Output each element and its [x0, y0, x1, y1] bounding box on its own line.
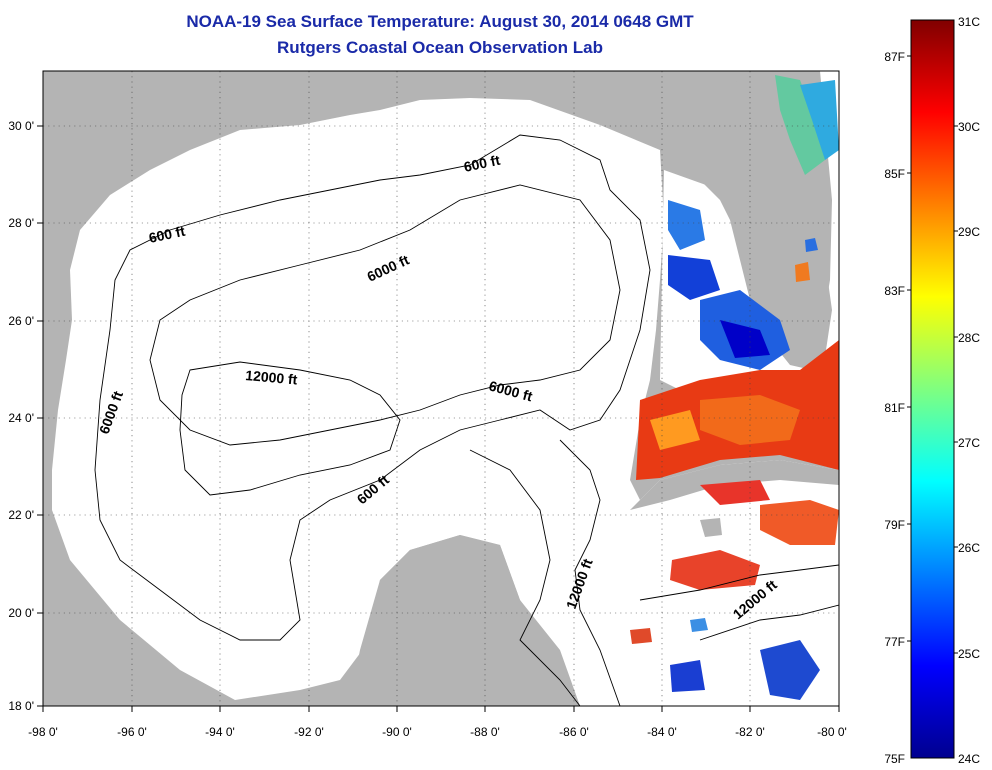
- map-body: 600 ft 600 ft 6000 ft 6000 ft 6000 ft 12…: [43, 71, 839, 706]
- contour-6000ft: [149, 184, 621, 446]
- contour-label: 12000 ft: [245, 367, 299, 388]
- contour-caribbean-deep: [699, 604, 839, 641]
- colorbar-celsius-label: 26C: [958, 541, 980, 555]
- lat-tick-label: 24 0': [8, 411, 34, 425]
- colorbar-fahrenheit-label: 77F: [884, 635, 905, 649]
- lon-tick-label: -90 0': [382, 725, 412, 739]
- colorbar-fahrenheit-label: 85F: [884, 167, 905, 181]
- yucatan-land: [350, 535, 560, 706]
- colorbar-ticks: [907, 55, 958, 654]
- colorbar-celsius-label: 31C: [958, 15, 980, 29]
- map-title: NOAA-19 Sea Surface Temperature: August …: [186, 12, 694, 31]
- colorbar-fahrenheit-label: 83F: [884, 284, 905, 298]
- colorbar-fahrenheit-label: 79F: [884, 518, 905, 532]
- sst-patches: [630, 75, 839, 700]
- colorbar-celsius-label: 30C: [958, 120, 980, 134]
- contour-label: 600 ft: [462, 152, 501, 175]
- lat-tick-label: 22 0': [8, 508, 34, 522]
- colorbar-fahrenheit-label: 87F: [884, 50, 905, 64]
- colorbar-celsius-label: 28C: [958, 331, 980, 345]
- lat-tick-label: 30 0': [8, 119, 34, 133]
- lon-tick-label: -96 0': [117, 725, 147, 739]
- colorbar-celsius-label: 25C: [958, 647, 980, 661]
- contour-caribbean-12000ft: [639, 564, 839, 601]
- lon-tick-label: -88 0': [470, 725, 500, 739]
- lat-tick-label: 26 0': [8, 314, 34, 328]
- map-frame: [42, 70, 840, 707]
- contour-yucatan-600ft: [469, 449, 581, 706]
- gulf-water: [52, 98, 839, 706]
- frame-ticks: [37, 125, 840, 712]
- colorbar-celsius-label: 24C: [958, 752, 980, 766]
- colorbar-fahrenheit-label: 75F: [884, 752, 905, 766]
- lon-tick-label: -98 0': [28, 725, 58, 739]
- bathymetry-contours: [94, 134, 839, 706]
- contour-label: 600 ft: [147, 223, 186, 246]
- lon-tick-label: -84 0': [647, 725, 677, 739]
- cuba-land: [630, 460, 839, 510]
- contour-florida-6000ft: [559, 439, 621, 706]
- contour-600ft: [94, 134, 651, 641]
- colorbar-fahrenheit-label: 81F: [884, 401, 905, 415]
- lon-tick-label: -86 0': [559, 725, 589, 739]
- lon-tick-label: -80 0': [817, 725, 847, 739]
- colorbar-celsius-label: 29C: [958, 225, 980, 239]
- lon-tick-label: -94 0': [205, 725, 235, 739]
- lon-tick-label: -82 0': [735, 725, 765, 739]
- lat-tick-label: 20 0': [8, 606, 34, 620]
- isle-of-youth: [700, 518, 722, 537]
- contour-12000ft: [179, 361, 401, 496]
- colorbar-celsius-label: 27C: [958, 436, 980, 450]
- map-subtitle: Rutgers Coastal Ocean Observation Lab: [277, 38, 603, 57]
- lat-tick-label: 28 0': [8, 216, 34, 230]
- colorbar: [910, 19, 955, 759]
- lon-tick-label: -92 0': [294, 725, 324, 739]
- lat-tick-label: 18 0': [8, 699, 34, 713]
